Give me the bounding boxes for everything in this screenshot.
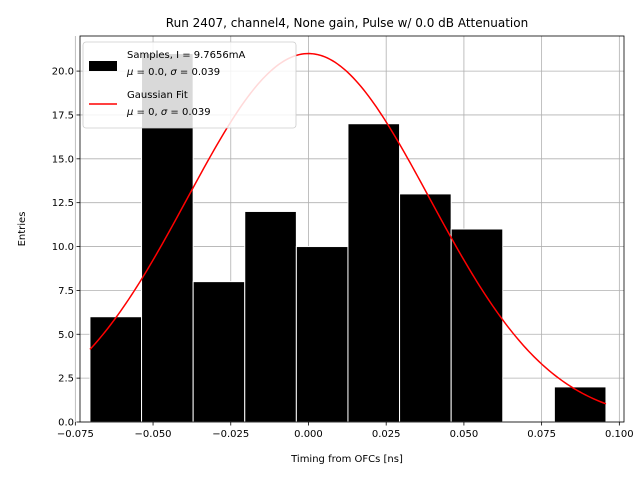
legend-histogram-swatch [89,61,117,71]
y-tick-label: 2.5 [58,374,74,385]
plot-frame [79,35,625,423]
x-tick-label: 0.025 [372,429,401,440]
histogram-bar [89,316,143,423]
legend-histogram-label: Samples, I = 9.7656mA [127,50,245,61]
histogram-bar [244,210,297,423]
x-tick-label: 0.075 [527,429,556,440]
x-tick-label: 0.050 [450,429,479,440]
legend-histogram-mu: 0.0 [148,67,164,78]
x-tick-label: −0.075 [57,429,94,440]
y-tick-label: 15.0 [52,154,74,165]
legend: Samples, I = 9.7656mA μ = 0.0, σ = 0.039… [82,41,297,129]
x-tick-label: −0.050 [135,429,172,440]
y-tick-label: 20.0 [52,67,74,78]
chart-title: Run 2407, channel4, None gain, Pulse w/ … [166,16,528,30]
y-axis-label: Entries [17,212,28,247]
y-tick-label: 12.5 [52,198,74,209]
x-axis-ticks: −0.075 −0.050 −0.025 0.000 0.025 0.050 0.075 0.… [57,422,634,440]
histogram-bar [295,246,349,423]
histogram-bar [192,281,246,423]
x-tick-label: 0.100 [605,429,634,440]
x-axis-label: Timing from OFCs [ns] [290,454,403,465]
legend-histogram-sigma: 0.039 [191,67,220,78]
y-tick-label: 5.0 [58,330,74,341]
y-axis-ticks: 0.0 2.5 5.0 7.5 10.0 12.5 15.0 17.5 20.0 [52,67,80,429]
y-tick-label: 17.5 [52,110,74,121]
legend-fit-label: Gaussian Fit [127,90,188,101]
legend-box [82,41,297,129]
histogram-bar [399,193,452,423]
y-tick-label: 7.5 [58,286,74,297]
legend-fit-mu: 0 [148,107,154,118]
x-tick-label: −0.025 [212,429,249,440]
y-tick-label: 10.0 [52,242,74,253]
legend-histogram-stats: μ = 0.0, σ = 0.039 [126,67,220,78]
gaussian-fit-curve [89,52,607,405]
histogram-bar [450,228,504,423]
histogram-bar [347,123,401,423]
y-tick-label: 0.0 [58,418,74,429]
legend-fit-stats: μ = 0, σ = 0.039 [126,107,211,118]
x-tick-label: 0.000 [294,429,323,440]
legend-fit-sigma: 0.039 [182,107,211,118]
